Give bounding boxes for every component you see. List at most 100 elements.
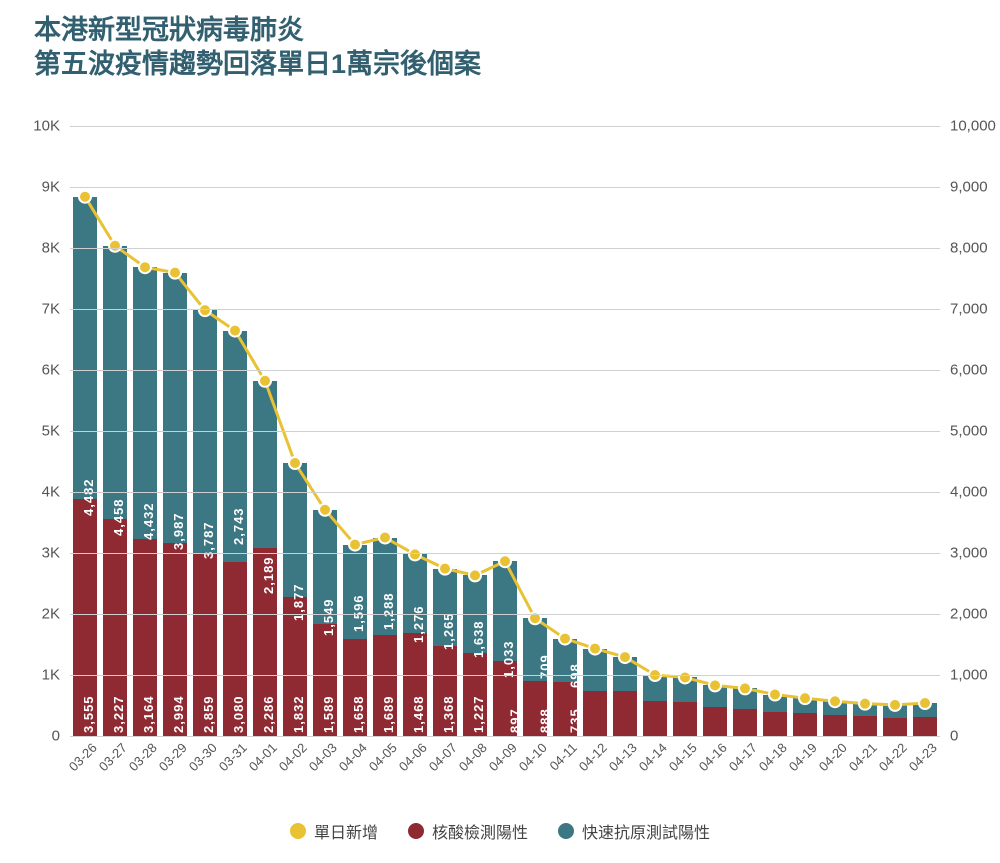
bar-rapid-value: 1,033 [501,641,516,679]
x-tick: 04-11 [546,740,579,773]
bar-nucleic-value: 888 [538,708,553,733]
bar-rapid [763,695,786,712]
x-tick: 04-16 [695,740,729,774]
x-tick: 04-08 [455,740,489,774]
bar-rapid-value: 1,265 [441,612,456,650]
y-right-tick: 1,000 [940,667,988,684]
bar-nucleic [673,702,696,736]
legend-item-nucleic: 核酸檢測陽性 [408,819,528,843]
y-left-tick: 3K [42,545,70,562]
y-right-tick: 3,000 [940,545,988,562]
legend-swatch [558,823,574,839]
y-right-tick: 5,000 [940,423,988,440]
gridline [70,675,940,676]
legend-swatch [290,823,306,839]
bar-nucleic-value: 3,555 [81,695,96,733]
gridline [70,126,940,127]
bar-rapid: 2,743 [253,381,276,548]
bar-nucleic [703,707,726,736]
y-left-tick: 10K [33,118,70,135]
y-right-tick: 0 [940,728,958,745]
bar-nucleic-value: 1,589 [321,695,336,733]
bar-rapid-value: 1,877 [291,584,306,622]
bar-nucleic [643,701,666,736]
bar-nucleic-value: 1,468 [411,695,426,733]
bar-rapid-value: 2,743 [231,508,246,546]
x-tick: 04-21 [845,740,879,774]
bar-nucleic: 735 [583,691,606,736]
bar-nucleic-value: 735 [568,708,583,733]
bar-rapid [883,705,906,718]
x-tick: 03-31 [215,740,249,774]
bar-nucleic-value: 3,164 [141,695,156,733]
legend-item-rapid: 快速抗原測試陽性 [558,819,710,843]
x-tick: 04-17 [725,740,759,774]
y-left-tick: 9K [42,179,70,196]
gridline [70,614,940,615]
bar-rapid: 2,189 [283,463,306,597]
gridline [70,187,940,188]
bar-rapid-value: 1,549 [321,599,336,637]
bar-rapid: 4,432 [163,273,186,543]
x-tick: 04-22 [875,740,909,774]
y-right-tick: 10,000 [940,118,996,135]
bar-rapid [733,688,756,708]
bar-rapid [823,701,846,715]
bar-rapid-value: 4,432 [141,502,156,540]
y-right-tick: 7,000 [940,301,988,318]
x-tick: 04-02 [275,740,309,774]
y-left-tick: 6K [42,362,70,379]
x-tick: 04-05 [365,740,399,774]
y-right-tick: 8,000 [940,240,988,257]
x-tick: 04-15 [665,740,699,774]
bar-nucleic-value: 897 [508,708,523,733]
bar-rapid-value: 4,458 [111,499,126,537]
legend-label: 單日新增 [314,819,378,843]
y-left-tick: 0 [52,728,70,745]
x-tick: 04-23 [905,740,939,774]
bar-rapid [673,677,696,701]
y-left-tick: 7K [42,301,70,318]
x-tick: 04-12 [575,740,609,774]
bar-rapid: 698 [583,649,606,692]
bar-rapid-value: 1,638 [471,621,486,659]
x-tick: 04-07 [425,740,459,774]
x-tick: 04-14 [635,740,669,774]
bar-rapid-value: 3,987 [171,513,186,551]
bar-rapid [913,703,936,717]
bar-rapid: 4,957 [73,197,96,499]
x-tick: 04-01 [245,740,279,774]
bar-rapid [793,698,816,713]
bar-rapid: 4,458 [133,267,156,539]
bar-nucleic-value: 3,080 [231,695,246,733]
gridline [70,309,940,310]
y-left-tick: 8K [42,240,70,257]
bar-nucleic-value: 2,859 [201,695,216,733]
bar-nucleic [853,716,876,736]
bar-rapid-value: 1,288 [381,592,396,630]
gridline [70,553,940,554]
y-left-tick: 5K [42,423,70,440]
bar-nucleic [733,709,756,736]
y-right-tick: 4,000 [940,484,988,501]
x-tick: 04-13 [605,740,639,774]
gridline [70,370,940,371]
legend: 單日新增 核酸檢測陽性 快速抗原測試陽性 [0,819,1000,843]
x-tick: 03-29 [155,740,189,774]
x-tick: 03-30 [185,740,219,774]
y-left-tick: 1K [42,667,70,684]
gridline [70,736,940,737]
chart-container: 本港新型冠狀病毒肺炎 第五波疫情趨勢回落單日1萬宗後個案 3,8844,9573… [0,0,1000,863]
gridline [70,492,940,493]
gridline [70,248,940,249]
bar-nucleic-value: 3,227 [111,695,126,733]
x-tick: 04-06 [395,740,429,774]
chart-title-line1: 本港新型冠狀病毒肺炎 [34,14,481,48]
bar-nucleic [613,691,636,736]
bar-nucleic-value: 1,368 [441,695,456,733]
bar-nucleic [883,718,906,736]
x-tick: 03-27 [95,740,129,774]
x-tick: 04-10 [515,740,549,774]
legend-label: 快速抗原測試陽性 [582,819,710,843]
bar-nucleic-value: 1,227 [471,695,486,733]
